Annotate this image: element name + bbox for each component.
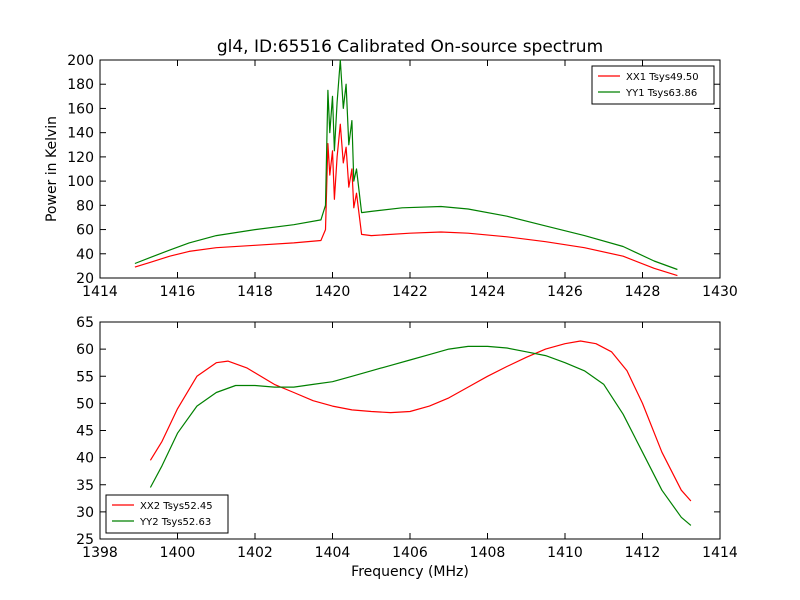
bottom-x-tick-label: 1404 <box>315 545 351 561</box>
top-x-tick-label: 1414 <box>82 284 118 300</box>
top-y-tick-label: 180 <box>67 77 94 93</box>
top-y-tick-label: 80 <box>76 198 94 214</box>
top-chart-title: gl4, ID:65516 Calibrated On-source spect… <box>217 37 603 57</box>
top-series-lines <box>134 59 678 277</box>
top-x-tick-label: 1416 <box>160 284 196 300</box>
bottom-x-tick-label: 1402 <box>237 545 273 561</box>
bottom-x-tick-label: 1412 <box>625 545 661 561</box>
bottom-y-tick-label: 35 <box>76 478 94 494</box>
bottom-y-tick-label: 30 <box>76 505 94 521</box>
top-y-tick-label: 120 <box>67 150 94 166</box>
top-x-tick-label: 1422 <box>392 284 428 300</box>
bottom-series-lines <box>149 340 692 526</box>
top-legend-label-1: XX1 Tsys49.50 <box>626 72 699 83</box>
top-legend-box <box>591 65 715 105</box>
top-y-tick-label: 20 <box>76 271 94 287</box>
bottom-y-tick-label: 55 <box>76 369 94 385</box>
bottom-legend-label-1: XX2 Tsys52.45 <box>140 501 213 512</box>
bottom-y-tick-label: 40 <box>76 451 94 467</box>
top-x-tick-label: 1420 <box>315 284 351 300</box>
bottom-y-tick-label: 50 <box>76 396 94 412</box>
top-legend-label-2: YY1 Tsys63.86 <box>625 88 697 99</box>
top-y-tick-label: 60 <box>76 223 94 239</box>
bottom-legend-box <box>105 494 229 534</box>
bottom-x-tick-label: 1408 <box>470 545 506 561</box>
top-x-tick-label: 1424 <box>470 284 506 300</box>
top-x-tick-label: 1426 <box>547 284 583 300</box>
top-y-tick-label: 100 <box>67 174 94 190</box>
bottom-y-tick-label: 25 <box>76 532 94 548</box>
bottom-legend: XX2 Tsys52.45 YY2 Tsys52.63 <box>105 494 229 534</box>
bottom-x-tick-label: 1400 <box>160 545 196 561</box>
bottom-y-tick-label: 65 <box>76 315 94 331</box>
top-x-tick-label: 1428 <box>625 284 661 300</box>
bottom-x-axis-label: Frequency (MHz) <box>351 564 469 580</box>
bottom-axis-ticks: 1398 1400 1402 1404 1406 1408 1410 1412 1414 25 30… <box>76 315 738 561</box>
bottom-x-tick-label: 1398 <box>82 545 118 561</box>
bottom-legend-label-2: YY2 Tsys52.63 <box>139 517 211 528</box>
bottom-x-tick-label: 1406 <box>392 545 428 561</box>
top-y-tick-label: 140 <box>67 126 94 142</box>
top-y-tick-label: 160 <box>67 101 94 117</box>
bottom-series-line-1 <box>149 340 692 502</box>
bottom-series-line-2 <box>149 345 692 526</box>
top-axis-ticks: 1414 1416 1418 1420 1422 1424 1426 1428 1430 20 40… <box>67 53 738 300</box>
top-y-tick-label: 40 <box>76 247 94 263</box>
top-x-tick-label: 1430 <box>702 284 738 300</box>
bottom-y-tick-label: 45 <box>76 424 94 440</box>
bottom-spectrum-panel: Frequency (MHz) 1398 1400 1402 1404 1406 1408… <box>76 315 738 580</box>
bottom-x-tick-label: 1410 <box>547 545 583 561</box>
top-legend: XX1 Tsys49.50 YY1 Tsys63.86 <box>591 65 715 105</box>
top-spectrum-panel: gl4, ID:65516 Calibrated On-source spect… <box>44 37 738 300</box>
bottom-y-tick-label: 60 <box>76 342 94 358</box>
top-series-line-1 <box>134 123 678 277</box>
top-y-axis-label: Power in Kelvin <box>44 116 60 222</box>
top-y-tick-label: 200 <box>67 53 94 69</box>
bottom-x-tick-label: 1414 <box>702 545 738 561</box>
top-x-tick-label: 1418 <box>237 284 273 300</box>
top-series-line-2 <box>134 59 678 271</box>
